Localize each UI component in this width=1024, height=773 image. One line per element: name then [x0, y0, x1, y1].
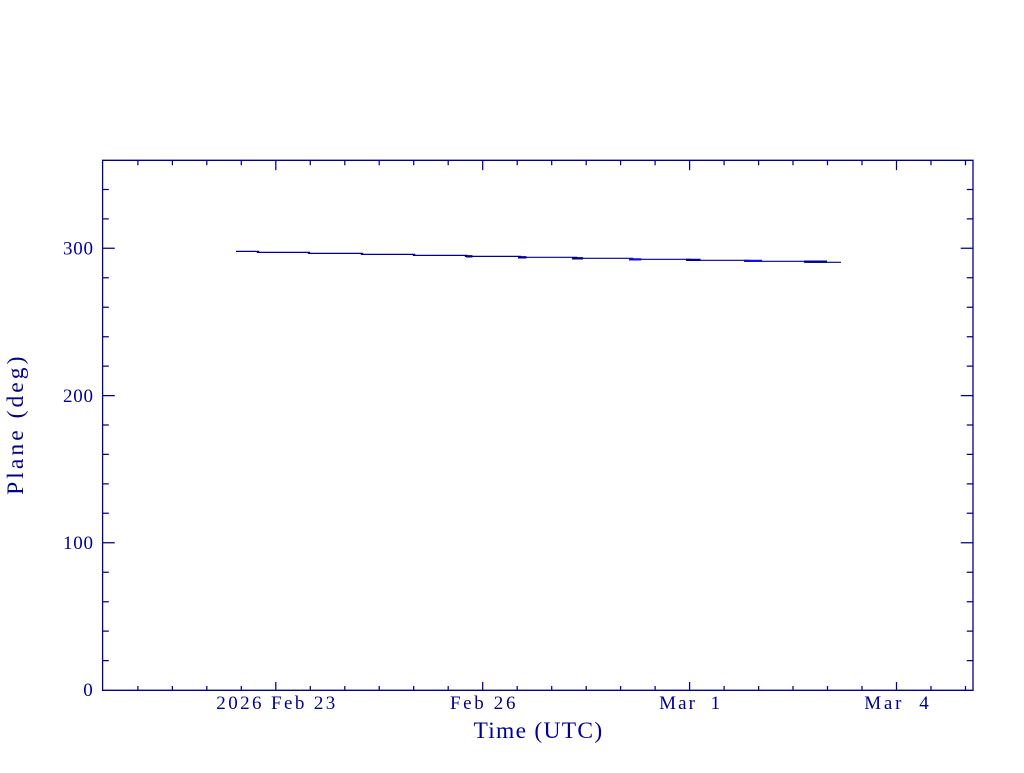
svg-text:Plane (deg): Plane (deg) [3, 357, 29, 495]
svg-text:Feb 26: Feb 26 [450, 693, 516, 714]
svg-text:Mar 1: Mar 1 [659, 693, 720, 714]
svg-text:Time (UTC): Time (UTC) [473, 718, 602, 744]
svg-text:300: 300 [63, 239, 93, 260]
svg-text:2026 Feb 23: 2026 Feb 23 [216, 693, 335, 714]
svg-text:200: 200 [63, 386, 93, 407]
svg-text:100: 100 [63, 533, 93, 554]
svg-text:Mar 4: Mar 4 [864, 693, 929, 714]
svg-text:0: 0 [83, 680, 93, 701]
